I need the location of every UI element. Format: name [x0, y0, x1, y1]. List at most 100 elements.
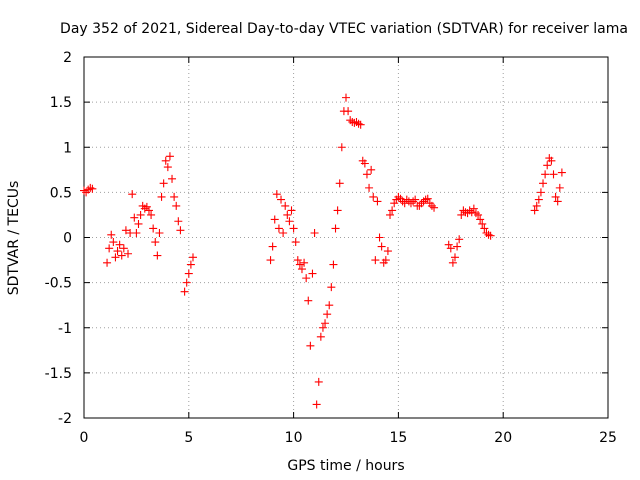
data-point: [310, 228, 319, 237]
data-point: [285, 217, 294, 226]
data-point: [557, 168, 566, 177]
data-point: [80, 186, 88, 195]
data-point: [476, 215, 485, 224]
y-tick-label: -1.5: [45, 366, 72, 382]
data-point: [417, 199, 426, 208]
data-point: [471, 209, 480, 218]
y-tick-labels: -2 -1.5 -1 -0.5 0 0.5 1 1.5 2: [45, 50, 72, 427]
data-point: [467, 208, 476, 217]
data-point: [297, 265, 306, 274]
data-point: [323, 310, 332, 319]
data-point: [367, 165, 376, 174]
data-point: [295, 260, 304, 269]
data-point: [474, 210, 483, 219]
data-point: [182, 278, 191, 287]
data-point: [530, 206, 539, 215]
data-point: [486, 231, 495, 240]
data-points: [80, 93, 566, 409]
data-point: [551, 192, 560, 201]
data-point: [270, 215, 279, 224]
y-tick-label: 2: [63, 50, 72, 66]
data-point: [128, 190, 137, 199]
data-point: [115, 240, 124, 249]
series-segment-2: [103, 152, 185, 267]
data-point: [402, 195, 411, 204]
data-point: [375, 233, 384, 242]
data-point: [421, 195, 430, 204]
data-point: [406, 199, 415, 208]
x-tick-label: 25: [599, 430, 617, 446]
data-point: [277, 195, 286, 204]
series-segment-3: [180, 253, 197, 296]
data-point: [352, 117, 361, 126]
y-tick-label: 0: [63, 231, 72, 247]
data-point: [457, 210, 466, 219]
y-tick-label: -0.5: [45, 276, 72, 292]
data-point: [346, 116, 355, 125]
data-point: [142, 202, 151, 211]
data-point: [534, 195, 543, 204]
data-point: [446, 244, 455, 253]
data-point: [423, 194, 432, 203]
data-point: [430, 203, 439, 212]
data-point: [103, 258, 112, 267]
y-tick-label: -1: [58, 321, 72, 337]
data-point: [159, 179, 168, 188]
x-tick-label: 0: [80, 430, 89, 446]
data-point: [427, 201, 436, 210]
data-point: [532, 201, 541, 210]
data-point: [180, 287, 189, 296]
data-point: [140, 204, 149, 213]
y-tick-label: 1: [63, 140, 72, 156]
data-point: [308, 269, 317, 278]
data-point: [354, 119, 363, 128]
data-point: [465, 206, 474, 215]
data-point: [386, 210, 395, 219]
data-point: [480, 224, 489, 233]
data-point: [362, 170, 371, 179]
data-point: [268, 242, 277, 251]
data-point: [469, 204, 478, 213]
data-point: [109, 238, 118, 247]
data-point: [383, 247, 392, 256]
data-point: [266, 256, 275, 265]
data-point: [450, 253, 459, 262]
data-point: [409, 197, 418, 206]
data-point: [293, 256, 302, 265]
data-point: [539, 179, 548, 188]
data-point: [117, 251, 126, 260]
data-point: [547, 156, 556, 165]
data-point: [478, 219, 487, 228]
data-point: [329, 260, 338, 269]
data-point: [287, 206, 296, 215]
series-segment-1: [80, 183, 97, 197]
data-point: [184, 269, 193, 278]
data-point: [318, 323, 327, 332]
data-point: [327, 283, 336, 292]
data-point: [360, 159, 369, 168]
data-point: [484, 230, 493, 239]
data-point: [373, 197, 382, 206]
x-axis-label: GPS time / hours: [287, 458, 404, 474]
data-point: [105, 244, 114, 253]
series-segment-5: [444, 204, 495, 267]
data-point: [356, 120, 365, 129]
data-point: [344, 107, 353, 116]
data-point: [337, 143, 346, 152]
data-point: [165, 152, 174, 161]
data-point: [283, 210, 292, 219]
data-point: [455, 235, 464, 244]
data-point: [134, 219, 143, 228]
data-point: [482, 228, 491, 237]
data-point: [306, 341, 315, 350]
data-point: [333, 206, 342, 215]
data-point: [411, 195, 420, 204]
data-point: [174, 217, 183, 226]
data-point: [88, 184, 97, 193]
data-point: [314, 377, 323, 386]
x-tick-label: 20: [494, 430, 512, 446]
data-point: [543, 161, 552, 170]
data-point: [113, 247, 122, 256]
data-point: [291, 238, 300, 247]
data-point: [312, 400, 321, 409]
